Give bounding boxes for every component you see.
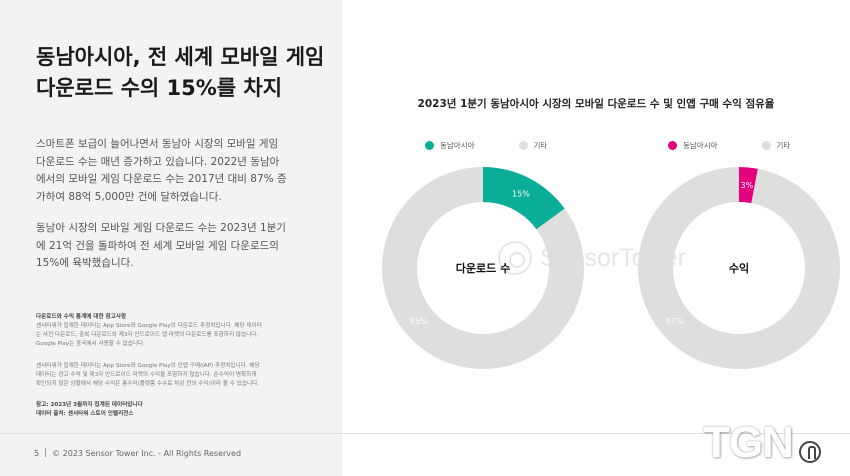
legend-label: 동남아시아 (440, 141, 475, 150)
footer: 5 © 2023 Sensor Tower Inc. - All Rights R… (34, 448, 241, 458)
legend-item-southeast-asia: 동남아시아 (425, 140, 475, 151)
notes-block-downloads: 다운로드와 수익 통계에 대한 참고사항 센서타워가 집계한 데이터는 App … (36, 313, 336, 349)
notes-line: 확인되지 않은 상황에서 해당 수익은 총수익(플랫폼 수수료 차감 전의 수익… (36, 381, 260, 387)
legend-item-other: 기타 (761, 140, 791, 151)
notes-block-revenue: 센서타워가 집계한 데이터는 App Store와 Google Play의 인… (36, 362, 336, 389)
slice-value-label: 97% (666, 317, 684, 326)
donut-center-label: 다운로드 수 (456, 261, 510, 275)
sensortower-logo-icon (498, 241, 532, 275)
notes-block-source: 참고: 2023년 3월까지 집계된 데이터입니다 데이터 출처: 센서타워 스… (36, 401, 336, 419)
notes-line: 센서타워가 집계한 데이터는 App Store와 Google Play의 인… (36, 363, 260, 369)
notes-heading: 다운로드와 수익 통계에 대한 참고사항 (36, 314, 127, 320)
tgn-badge-icon (798, 441, 821, 463)
detail-line: 동남아 시장의 모바일 게임 다운로드 수는 2023년 1분기 (36, 222, 286, 234)
legend-swatch (425, 141, 434, 150)
detail-line: 15%에 육박했습니다. (36, 257, 134, 269)
revenue-legend: 동남아시아 기타 (668, 140, 834, 151)
detail-paragraph: 동남아 시장의 모바일 게임 다운로드 수는 2023년 1분기 에 21억 건… (36, 220, 311, 273)
intro-line: 다운로드 수는 매년 증가하고 있습니다. 2022년 동남아 (36, 155, 280, 168)
tgn-logo: TGN (703, 418, 821, 468)
left-panel (0, 0, 342, 476)
detail-line: 에 21억 건을 돌파하여 전 세계 모바일 게임 다운로드의 (36, 239, 279, 252)
slice-value-label: 15% (512, 190, 530, 199)
legend-item-southeast-asia: 동남아시아 (668, 140, 718, 151)
notes-line: 는 사전 다운로드, 중복 다운로드와 제3자 안드로이드 앱 마켓의 다운로드… (36, 332, 259, 338)
notes-reference: 참고: 2023년 3월까지 집계된 데이터입니다 (36, 402, 143, 408)
right-panel (342, 0, 850, 476)
donut-slice-southeast-asia (483, 167, 565, 230)
footer-separator (45, 448, 47, 457)
intro-line: 가하여 88억 5,000만 건에 달하였습니다. (36, 190, 222, 203)
legend-swatch (668, 141, 677, 150)
notes-data-source: 데이터 출처: 센서타워 스토어 인텔리전스 (36, 411, 134, 417)
legend-swatch (518, 141, 528, 150)
copyright-text: © 2023 Sensor Tower Inc. - All Rights Re… (52, 449, 242, 458)
chart-title: 2023년 1분기 동남아시아 시장의 모바일 다운로드 수 및 인앱 구매 수… (417, 98, 775, 110)
intro-paragraph: 스마트폰 보급이 늘어나면서 동남아 시장의 모바일 게임 다운로드 수는 매년… (36, 136, 311, 206)
page-title-line-2: 다운로드 수의 15%를 차지 (36, 76, 283, 100)
intro-line: 스마트폰 보급이 늘어나면서 동남아 시장의 모바일 게임 (36, 138, 279, 150)
page-title-line-1: 동남아시아, 전 세계 모바일 게임 (36, 45, 325, 69)
donut-slice-southeast-asia (739, 167, 758, 204)
tgn-logo-text: TGN (703, 418, 794, 467)
notes-line: 센서타워가 집계한 데이터는 App Store와 Google Play의 다… (36, 323, 262, 329)
legend-swatch (761, 141, 771, 150)
downloads-legend: 동남아시아 기타 (425, 140, 591, 151)
donut-slice-other (638, 167, 840, 369)
donut-center-label: 수익 (729, 262, 749, 275)
footer-divider (0, 433, 850, 434)
page-title: 동남아시아, 전 세계 모바일 게임 다운로드 수의 15%를 차지 (36, 42, 336, 104)
notes-line: Google Play는 중국에서 사용할 수 없습니다. (36, 341, 145, 347)
downloads-donut-chart: 15% 85% 다운로드 수 (382, 167, 584, 369)
donut-slice-other (382, 167, 584, 369)
notes-line: 데이터는 광고 수익 및 제3자 안드로이드 마켓의 수익을 포함하지 않습니다… (36, 372, 257, 378)
legend-item-other: 기타 (518, 140, 548, 151)
legend-label: 동남아시아 (683, 141, 718, 150)
slice-value-label: 85% (410, 317, 428, 326)
revenue-donut-chart: 3% 97% 수익 (638, 167, 840, 369)
page-number: 5 (34, 449, 40, 458)
slice-value-label: 3% (741, 181, 754, 190)
intro-line: 에서의 모바일 게임 다운로드 수는 2017년 대비 87% 증 (36, 173, 287, 185)
legend-label: 기타 (776, 141, 791, 150)
legend-label: 기타 (533, 141, 548, 150)
